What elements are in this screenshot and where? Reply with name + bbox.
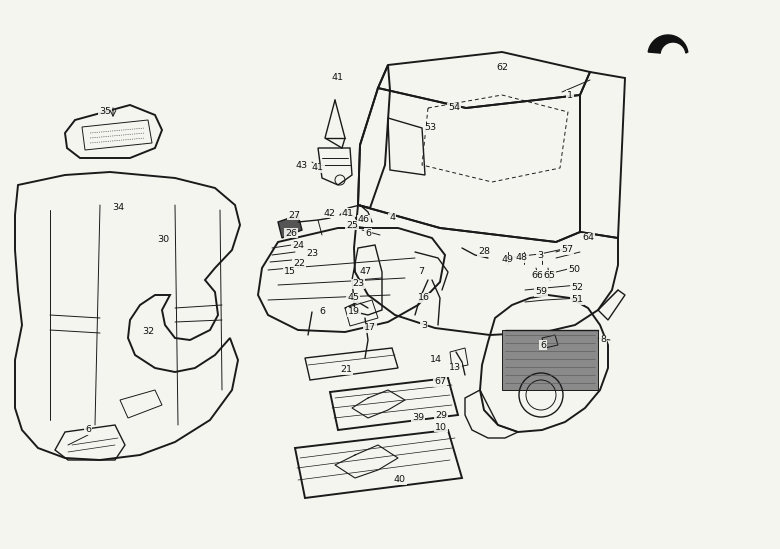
Polygon shape <box>502 330 598 390</box>
Text: 7: 7 <box>418 267 424 277</box>
Text: 52: 52 <box>571 283 583 293</box>
Text: 28: 28 <box>478 248 490 256</box>
Text: 22: 22 <box>293 259 305 267</box>
Text: 32: 32 <box>142 328 154 337</box>
Text: 6: 6 <box>365 228 371 238</box>
Text: 24: 24 <box>292 242 304 250</box>
Text: 34: 34 <box>112 203 124 211</box>
Text: 64: 64 <box>582 233 594 243</box>
Text: 16: 16 <box>418 294 430 302</box>
Text: 45: 45 <box>347 294 359 302</box>
Text: 25: 25 <box>346 221 358 229</box>
Polygon shape <box>278 215 302 238</box>
Text: 6: 6 <box>85 425 91 434</box>
Text: 8: 8 <box>600 335 606 345</box>
Text: 6: 6 <box>319 307 325 317</box>
Text: 26: 26 <box>285 228 297 238</box>
Text: 42: 42 <box>324 209 336 217</box>
Text: 49: 49 <box>502 255 514 265</box>
Text: 43: 43 <box>296 160 308 170</box>
Text: 48: 48 <box>516 254 528 262</box>
Text: 3: 3 <box>537 251 543 260</box>
Text: 30: 30 <box>157 236 169 244</box>
Text: 66: 66 <box>531 271 543 279</box>
Text: 21: 21 <box>340 366 352 374</box>
Text: 41: 41 <box>332 74 344 82</box>
Text: 3: 3 <box>421 321 427 329</box>
Text: 13: 13 <box>449 363 461 373</box>
Text: 40: 40 <box>394 475 406 485</box>
Text: 65: 65 <box>543 271 555 279</box>
Text: 67: 67 <box>434 378 446 386</box>
Text: 14: 14 <box>430 356 442 365</box>
Text: 46: 46 <box>358 216 370 225</box>
Text: 41: 41 <box>342 209 354 217</box>
Text: 1: 1 <box>567 91 573 99</box>
Text: 62: 62 <box>496 64 508 72</box>
Text: 6: 6 <box>540 340 546 350</box>
Text: 27: 27 <box>288 210 300 220</box>
Text: 4: 4 <box>389 214 395 222</box>
Text: 53: 53 <box>424 124 436 132</box>
Text: 23: 23 <box>306 249 318 259</box>
Text: 47: 47 <box>360 267 372 277</box>
Text: 15: 15 <box>284 267 296 277</box>
Text: 59: 59 <box>535 288 547 296</box>
Text: 29: 29 <box>435 411 447 419</box>
Text: 41: 41 <box>312 164 324 172</box>
Text: 19: 19 <box>348 307 360 317</box>
Text: 39: 39 <box>412 413 424 423</box>
Polygon shape <box>648 35 688 53</box>
Text: 50: 50 <box>568 266 580 274</box>
Text: 10: 10 <box>435 423 447 432</box>
Text: 17: 17 <box>364 323 376 333</box>
Text: 57: 57 <box>561 245 573 255</box>
Text: 23: 23 <box>352 279 364 289</box>
Text: 51: 51 <box>571 295 583 305</box>
Text: 54: 54 <box>448 104 460 113</box>
Text: 35: 35 <box>99 108 111 116</box>
